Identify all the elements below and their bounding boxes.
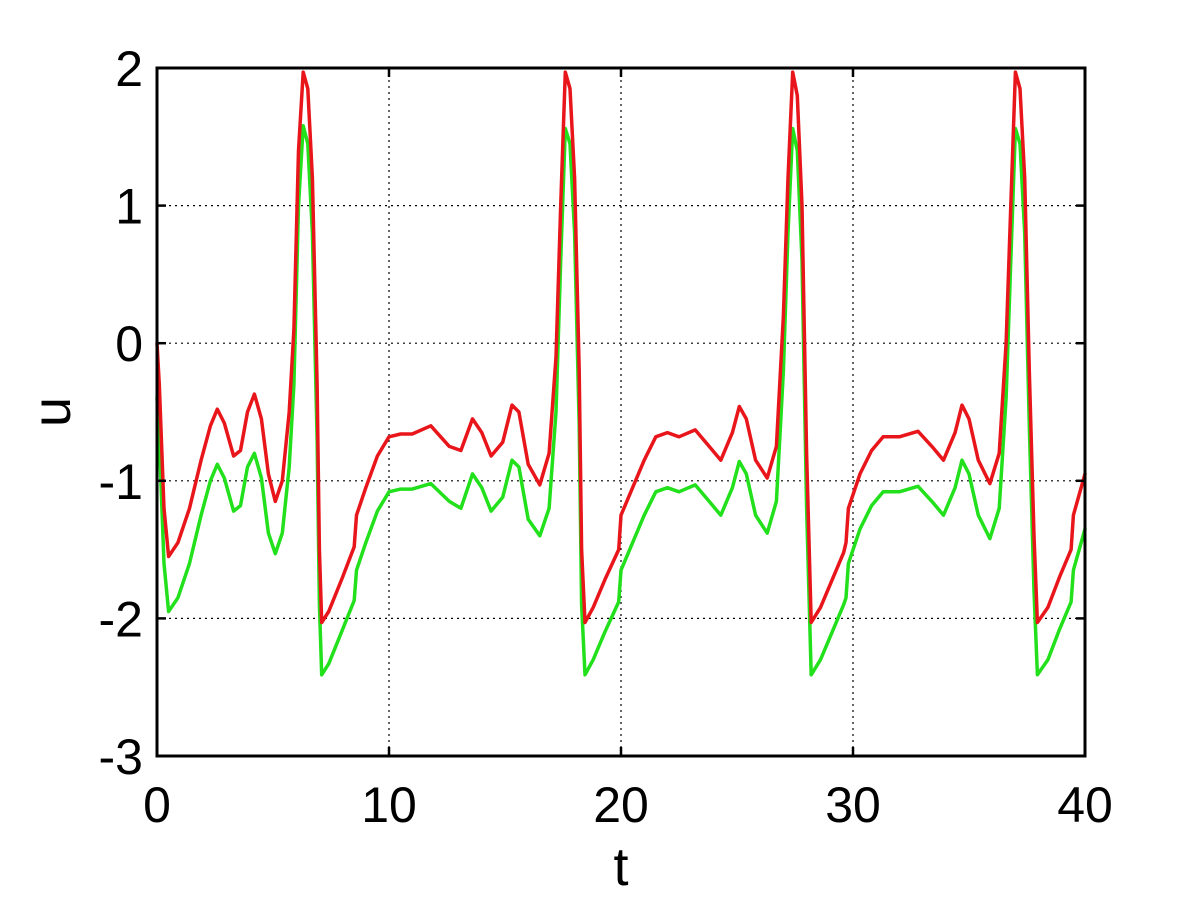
x-tick-label: 40	[1057, 777, 1113, 833]
x-tick-label: 10	[361, 777, 417, 833]
y-tick-label: -3	[99, 729, 143, 785]
y-tick-label: 2	[115, 41, 143, 97]
y-tick-label: 1	[115, 179, 143, 235]
y-tick-label: -1	[99, 454, 143, 510]
series-line-1	[155, 70, 1087, 625]
tick-labels: 0 10 20 30 40 -3 -2 -1 0 1 2	[99, 41, 1113, 833]
x-tick-label: 30	[825, 777, 881, 833]
y-axis-label: u	[22, 397, 82, 427]
x-tick-label: 20	[593, 777, 649, 833]
axis-ticks	[155, 66, 1087, 758]
x-axis-label: t	[613, 837, 628, 897]
grid-lines	[157, 68, 1085, 756]
y-tick-label: 0	[115, 316, 143, 372]
data-series	[155, 70, 1087, 677]
series-line-2	[155, 124, 1087, 677]
x-tick-label: 0	[143, 777, 171, 833]
y-tick-label: -2	[99, 591, 143, 647]
